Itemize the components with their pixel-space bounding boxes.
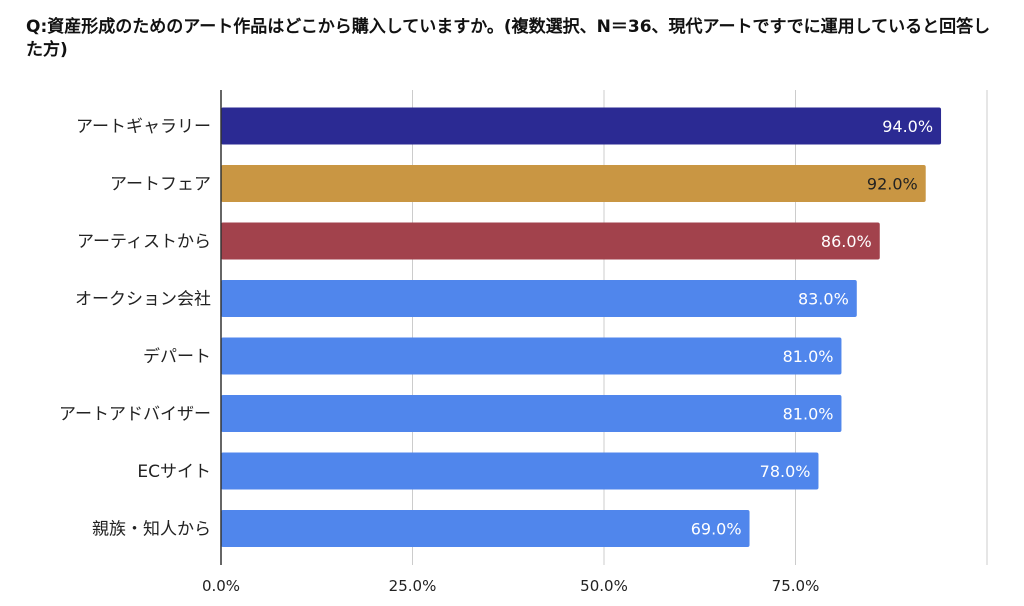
data-label: 94.0% (882, 117, 933, 136)
data-label: 81.0% (783, 347, 834, 366)
data-label: 83.0% (798, 290, 849, 309)
bar (221, 395, 842, 432)
bars: 94.0% 92.0% 86.0% 83.0% 81.0% 81.0% 78.0% 69.0% (221, 107, 942, 547)
category-label: アーティストから (77, 232, 211, 252)
data-label: 81.0% (783, 405, 834, 424)
category-label: アートフェア (110, 175, 211, 195)
bar (221, 165, 926, 202)
bar (221, 452, 819, 490)
data-label: 69.0% (691, 520, 742, 539)
category-label: アートギャラリー (76, 117, 211, 137)
bar (221, 337, 842, 375)
bar (221, 510, 750, 547)
x-tick-label: 25.0% (389, 577, 437, 595)
bar (221, 222, 880, 260)
data-label: 86.0% (821, 232, 872, 251)
chart-title: Q:資産形成のためのアート作品はどこから購入していますか。(複数選択、N＝36、… (26, 17, 991, 60)
category-label: アートアドバイザー (59, 405, 211, 425)
x-tick-label: 50.0% (580, 577, 628, 595)
category-label: ECサイト (137, 462, 211, 482)
axis: 0.0% 25.0% 50.0% 75.0% アートギャラリーアートフェアアーティストか… (59, 90, 819, 595)
bar (221, 280, 857, 317)
category-label: 親族・知人から (92, 520, 211, 540)
data-label: 78.0% (760, 462, 811, 481)
category-label: デパート (143, 346, 211, 367)
x-tick-label: 75.0% (772, 577, 820, 595)
bar (221, 107, 942, 145)
gridlines (412, 90, 988, 565)
category-label: オークション会社 (75, 290, 211, 310)
x-tick-label: 0.0% (202, 577, 240, 595)
data-label: 92.0% (867, 175, 918, 194)
